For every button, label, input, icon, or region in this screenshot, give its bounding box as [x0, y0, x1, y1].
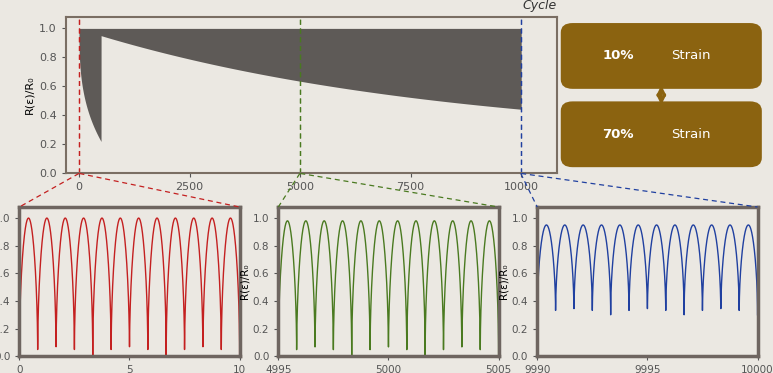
Text: Cycle: Cycle — [523, 0, 557, 12]
Text: 70%: 70% — [602, 128, 634, 141]
Text: 10%: 10% — [602, 50, 634, 62]
Y-axis label: R(ε)/R₀: R(ε)/R₀ — [25, 76, 35, 115]
Y-axis label: R(ε)/R₀: R(ε)/R₀ — [499, 264, 509, 300]
Text: Strain: Strain — [671, 50, 710, 62]
Y-axis label: R(ε)/R₀: R(ε)/R₀ — [240, 264, 250, 300]
FancyBboxPatch shape — [560, 23, 762, 89]
FancyBboxPatch shape — [560, 101, 762, 167]
Text: Strain: Strain — [671, 128, 710, 141]
